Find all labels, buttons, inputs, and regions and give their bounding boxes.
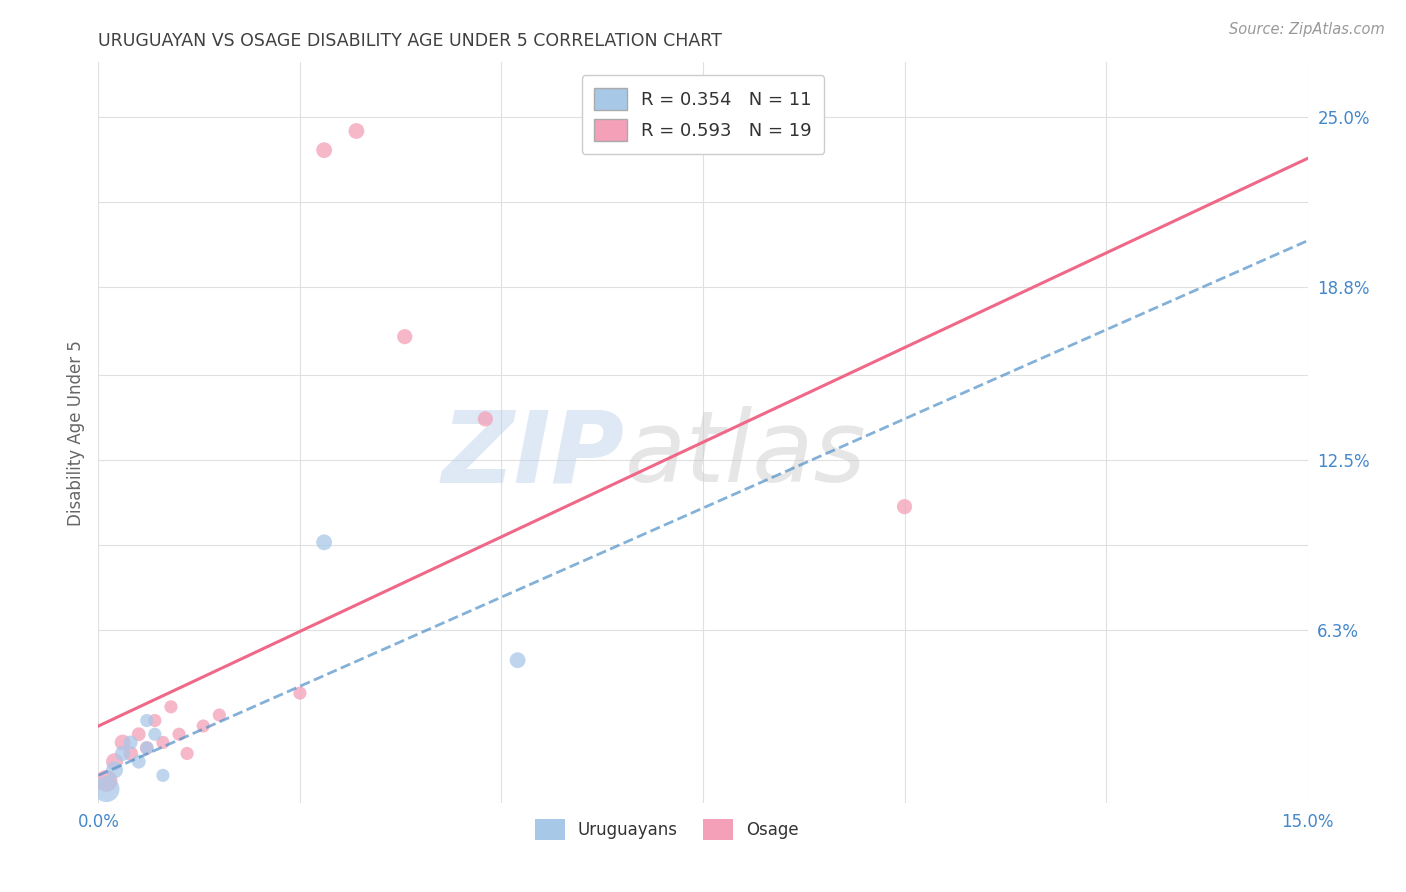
- Point: [474, 412, 496, 426]
- Point: [96, 782, 118, 797]
- Text: atlas: atlas: [624, 407, 866, 503]
- Point: [120, 735, 142, 749]
- Point: [167, 727, 190, 741]
- Point: [314, 535, 336, 549]
- Point: [111, 747, 134, 761]
- Text: ZIP: ZIP: [441, 407, 624, 503]
- Point: [288, 686, 311, 700]
- Point: [208, 708, 231, 723]
- Point: [143, 727, 166, 741]
- Point: [128, 755, 150, 769]
- Point: [344, 124, 367, 138]
- Point: [135, 741, 157, 756]
- Point: [120, 747, 142, 761]
- Point: [160, 699, 183, 714]
- Point: [394, 329, 416, 343]
- Point: [135, 741, 157, 756]
- Point: [193, 719, 215, 733]
- Point: [143, 714, 166, 728]
- Text: Source: ZipAtlas.com: Source: ZipAtlas.com: [1229, 22, 1385, 37]
- Point: [128, 727, 150, 741]
- Legend: Uruguayans, Osage: Uruguayans, Osage: [527, 813, 806, 847]
- Point: [152, 768, 174, 782]
- Point: [314, 143, 336, 157]
- Point: [893, 500, 915, 514]
- Y-axis label: Disability Age Under 5: Disability Age Under 5: [66, 340, 84, 525]
- Text: URUGUAYAN VS OSAGE DISABILITY AGE UNDER 5 CORRELATION CHART: URUGUAYAN VS OSAGE DISABILITY AGE UNDER …: [98, 32, 723, 50]
- Point: [103, 755, 125, 769]
- Point: [176, 747, 198, 761]
- Point: [111, 735, 134, 749]
- Point: [135, 714, 157, 728]
- Point: [506, 653, 529, 667]
- Point: [96, 773, 118, 788]
- Point: [103, 763, 125, 777]
- Point: [152, 735, 174, 749]
